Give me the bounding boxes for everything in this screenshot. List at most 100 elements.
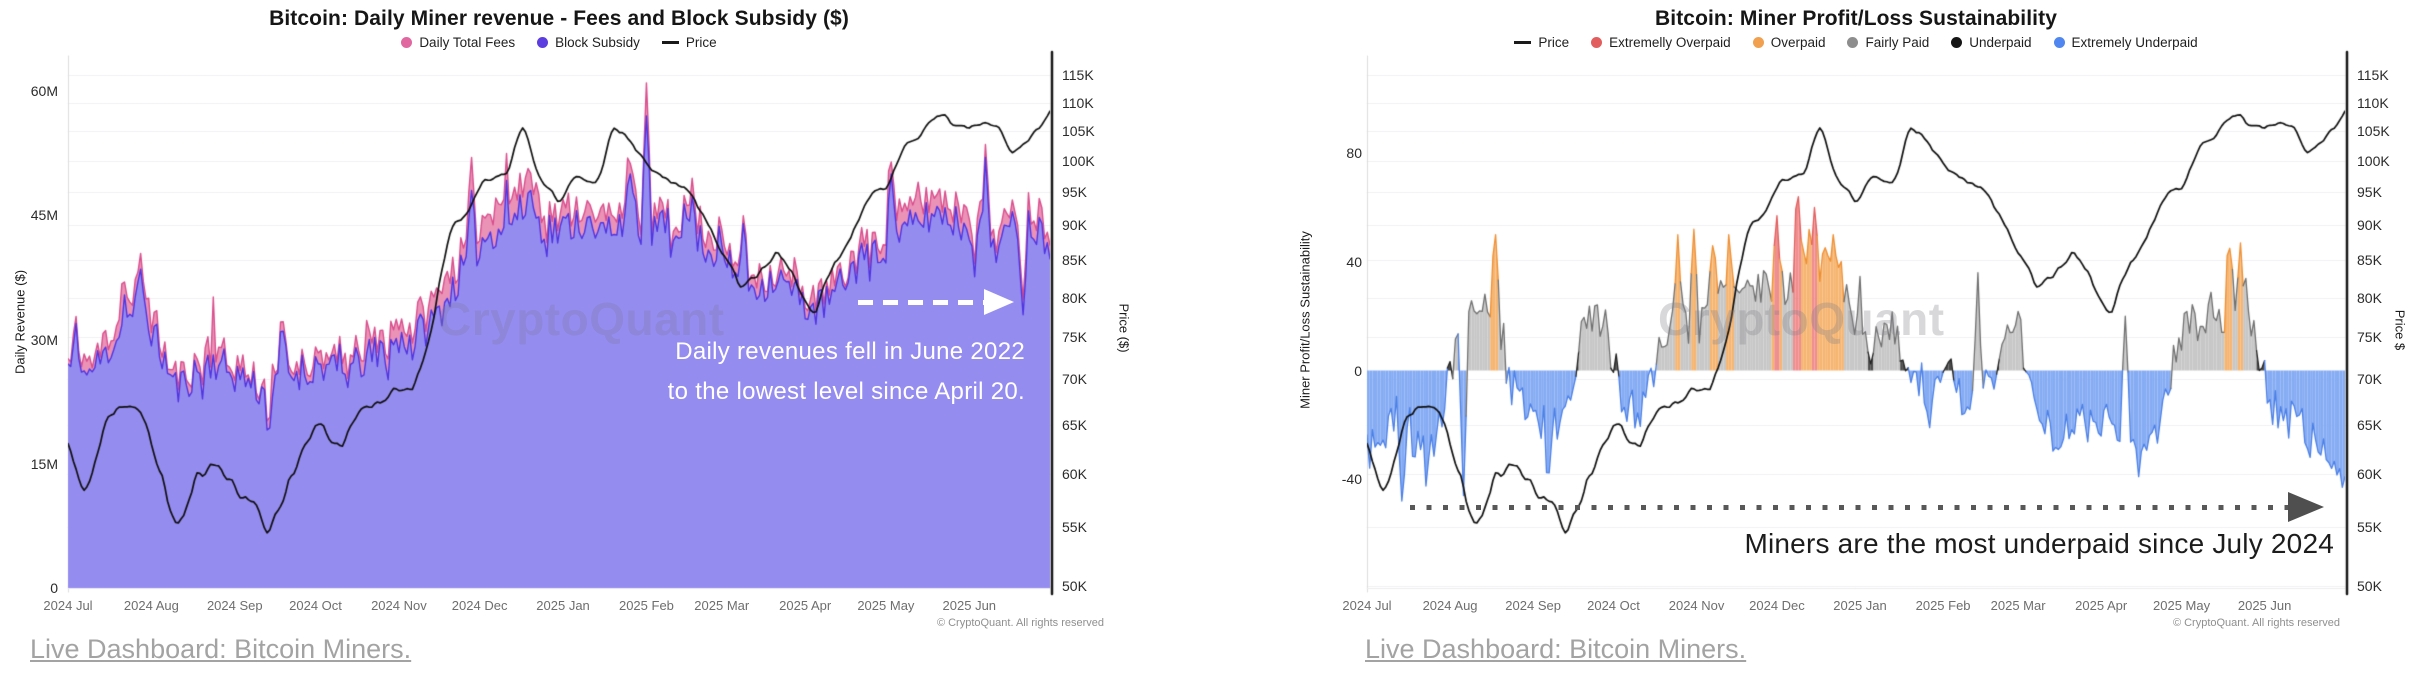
- legend-dot-icon: [1951, 37, 1963, 48]
- price-axis-tick-label: 60K: [1062, 465, 1087, 482]
- y-axis-title-sustainability: Miner Profit/Loss Sustainability: [1297, 231, 1313, 409]
- legend-line-icon: [1514, 41, 1532, 44]
- x-axis-tick-label: 2025 Jun: [2237, 598, 2292, 613]
- price-axis-tick-label: 85K: [1062, 252, 1087, 269]
- legend-item-underpaid[interactable]: Underpaid: [1951, 35, 2032, 50]
- revenue-chart-title: Bitcoin: Daily Miner revenue - Fees and …: [269, 7, 849, 30]
- price-axis-tick-label: 80K: [2357, 289, 2382, 306]
- y-axis-tick-label: 0: [50, 580, 58, 596]
- copyright-notice: © CryptoQuant. All rights reserved: [936, 617, 1104, 629]
- legend-dot-icon: [1752, 37, 1764, 48]
- y-axis-title-price-right-chart: Price $: [2392, 309, 2408, 351]
- price-axis-tick-label: 80K: [1062, 289, 1087, 306]
- legend-item-block-subsidy[interactable]: Block Subsidy: [537, 35, 640, 50]
- x-axis-tick-label: 2024 Nov: [371, 598, 427, 613]
- x-axis-tick-label: 2025 Feb: [1915, 598, 1971, 613]
- price-axis-tick-label: 70K: [2357, 371, 2382, 388]
- legend-label: Underpaid: [1969, 35, 2032, 50]
- price-axis-tick-label: 105K: [2357, 123, 2390, 140]
- legend-item-overpaid[interactable]: Overpaid: [1752, 35, 1826, 50]
- y-axis-tick-label: 15M: [30, 455, 58, 472]
- x-axis-tick-label: 2024 Oct: [289, 598, 342, 613]
- legend-item-price[interactable]: Price: [1514, 35, 1569, 50]
- price-axis-tick-label: 55K: [1062, 519, 1087, 536]
- sustainability-chart-legend: Price Extremelly Overpaid Overpaid Fairly P…: [1367, 35, 2345, 50]
- price-axis-tick-label: 110K: [2357, 94, 2389, 111]
- live-dashboard-link[interactable]: Live Dashboard: Bitcoin Miners.: [1365, 634, 1747, 664]
- y-axis-title-price-left-chart: Price ($): [1116, 303, 1132, 353]
- price-axis-tick-label: 60K: [2357, 465, 2382, 482]
- legend-dot-icon: [1847, 37, 1859, 48]
- y-axis-tick-label: 40: [1346, 253, 1362, 270]
- x-axis-tick-label: 2024 Sep: [1505, 598, 1561, 613]
- copyright-notice: © CryptoQuant. All rights reserved: [2172, 617, 2340, 629]
- dashed-arrow-head-icon: [984, 289, 1014, 315]
- legend-item-extremely-underpaid[interactable]: Extremely Underpaid: [2053, 35, 2198, 50]
- legend-item-price[interactable]: Price: [661, 35, 717, 50]
- x-axis-tick-label: 2025 Mar: [1990, 598, 2046, 613]
- legend-dot-icon: [1591, 37, 1603, 48]
- dashed-arrow-line: [858, 300, 986, 305]
- price-axis-tick-label: 85K: [2357, 252, 2382, 269]
- legend-dot-icon: [2053, 37, 2065, 48]
- live-dashboard-link[interactable]: Live Dashboard: Bitcoin Miners.: [30, 634, 412, 664]
- x-axis-tick-label: 2025 Apr: [2075, 598, 2128, 613]
- price-axis-tick-label: 90K: [1062, 217, 1087, 234]
- price-axis-tick-label: 90K: [2357, 217, 2382, 234]
- price-axis-tick-label: 95K: [1062, 184, 1087, 201]
- x-axis-tick-label: 2025 May: [857, 598, 915, 613]
- revenue-chart-plot[interactable]: [0, 0, 1210, 678]
- x-axis-tick-label: 2024 Aug: [123, 598, 179, 613]
- y-axis-title-daily-revenue: Daily Revenue ($): [12, 269, 28, 375]
- legend-item-daily-total-fees[interactable]: Daily Total Fees: [401, 35, 515, 50]
- legend-label: Block Subsidy: [555, 35, 640, 50]
- x-axis-tick-label: 2025 Apr: [779, 598, 832, 613]
- legend-line-icon: [661, 41, 679, 44]
- x-axis-tick-label: 2025 Jan: [536, 598, 590, 613]
- price-axis-tick-label: 95K: [2357, 184, 2382, 201]
- x-axis-tick-label: 2024 Jul: [43, 598, 93, 613]
- y-axis-tick-label: 60M: [30, 83, 58, 100]
- x-axis-tick-label: 2024 Aug: [1422, 598, 1478, 613]
- revenue-annotation: Daily revenues fell in June 2022 to the …: [668, 332, 1025, 412]
- y-axis-tick-label: 30M: [30, 331, 58, 348]
- price-axis-tick-label: 50K: [1062, 577, 1087, 594]
- y-axis-tick-label: 0: [1354, 362, 1362, 379]
- legend-dot-icon: [537, 37, 549, 48]
- dotted-arrow-line: [1410, 505, 2290, 510]
- legend-label: Overpaid: [1770, 35, 1826, 50]
- price-axis-tick-label: 50K: [2357, 577, 2382, 594]
- x-axis-tick-label: 2024 Nov: [1668, 598, 1725, 613]
- x-axis-tick-label: 2024 Jul: [1342, 598, 1392, 613]
- price-axis-tick-label: 105K: [1062, 123, 1095, 140]
- legend-item-extremelly-overpaid[interactable]: Extremelly Overpaid: [1591, 35, 1731, 50]
- price-axis-tick-label: 100K: [2357, 152, 2390, 169]
- price-axis-tick-label: 110K: [1062, 94, 1094, 111]
- dotted-arrow-head-icon: [2288, 492, 2324, 522]
- x-axis-tick-label: 2024 Dec: [451, 598, 508, 613]
- x-axis-tick-label: 2024 Dec: [1749, 598, 1805, 613]
- price-axis-tick-label: 70K: [1062, 371, 1087, 388]
- sustainability-chart-card: Bitcoin: Miner Profit/Loss Sustainabilit…: [1210, 0, 2420, 678]
- y-axis-tick-label: 45M: [30, 207, 58, 224]
- y-axis-tick-label: -40: [1341, 471, 1362, 488]
- legend-item-fairly-paid[interactable]: Fairly Paid: [1847, 35, 1929, 50]
- price-axis-tick-label: 75K: [2357, 329, 2382, 346]
- x-axis-tick-label: 2025 Feb: [618, 598, 674, 613]
- sustainability-chart-plot[interactable]: [1210, 0, 2420, 678]
- price-axis-tick-label: 115K: [2357, 67, 2389, 84]
- x-axis-tick-label: 2024 Sep: [206, 598, 263, 613]
- x-axis-tick-label: 2025 May: [2153, 598, 2211, 613]
- legend-label: Fairly Paid: [1865, 35, 1930, 50]
- sustainability-annotation: Miners are the most underpaid since July…: [1744, 528, 2334, 559]
- revenue-chart-card: Bitcoin: Daily Miner revenue - Fees and …: [0, 0, 1210, 678]
- legend-dot-icon: [401, 37, 413, 48]
- legend-label: Price: [685, 35, 717, 50]
- price-axis-tick-label: 55K: [2357, 519, 2382, 536]
- legend-label: Extremelly Overpaid: [1609, 35, 1731, 50]
- price-axis-tick-label: 75K: [1062, 329, 1087, 346]
- annotation-line-2: to the lowest level since April 20.: [667, 378, 1025, 405]
- y-axis-tick-label: 80: [1346, 145, 1362, 162]
- revenue-chart-legend: Daily Total Fees Block Subsidy Price: [68, 35, 1050, 50]
